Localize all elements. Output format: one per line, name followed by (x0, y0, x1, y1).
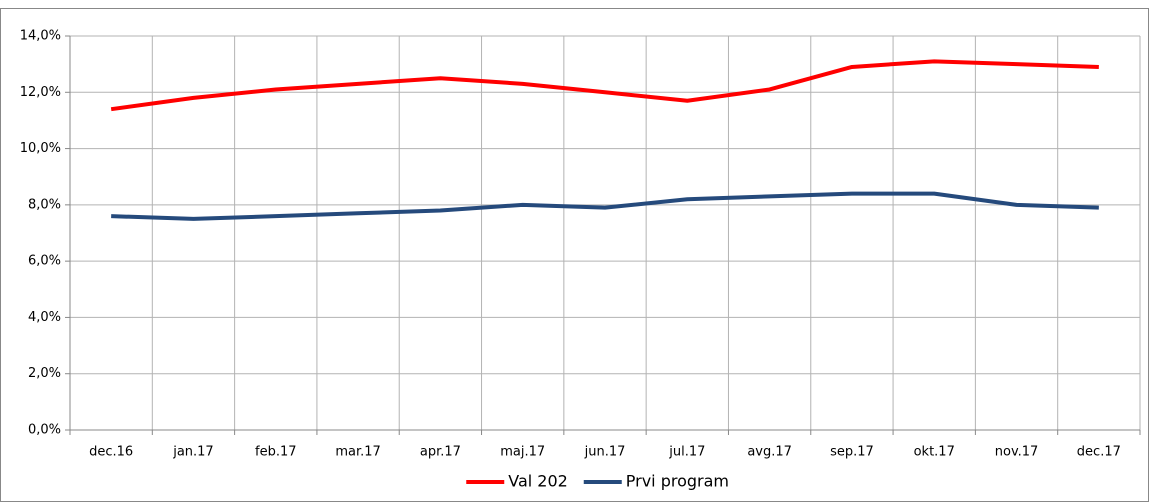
x-tick-label: apr.17 (420, 445, 461, 460)
y-tick-label: 6,0% (28, 254, 61, 269)
x-tick-label: jan.17 (172, 445, 214, 460)
y-tick-label: 4,0% (28, 310, 61, 325)
series-line (111, 191, 1099, 221)
x-tick-label: feb.17 (255, 445, 297, 460)
legend-label: Val 202 (508, 472, 568, 491)
x-tick-label: dec.17 (1077, 445, 1121, 460)
x-tick-label: jul.17 (668, 445, 705, 460)
x-tick-label: nov.17 (995, 445, 1039, 460)
y-tick-label: 10,0% (20, 141, 61, 156)
x-tick-label: sep.17 (830, 445, 874, 460)
y-tick-label: 14,0% (20, 29, 61, 44)
y-tick-label: 12,0% (20, 85, 61, 100)
y-tick-label: 8,0% (28, 197, 61, 212)
x-tick-label: mar.17 (335, 445, 380, 460)
legend-label: Prvi program (626, 472, 729, 491)
x-tick-label: jun.17 (584, 445, 626, 460)
x-tick-label: okt.17 (914, 445, 955, 460)
chart-frame (0, 8, 1149, 502)
y-tick-label: 0,0% (28, 423, 61, 438)
series-line (110, 59, 1099, 112)
x-tick-label: maj.17 (500, 445, 545, 460)
y-tick-label: 2,0% (28, 366, 61, 381)
x-tick-label: dec.16 (89, 445, 133, 460)
x-tick-label: avg.17 (747, 445, 792, 460)
